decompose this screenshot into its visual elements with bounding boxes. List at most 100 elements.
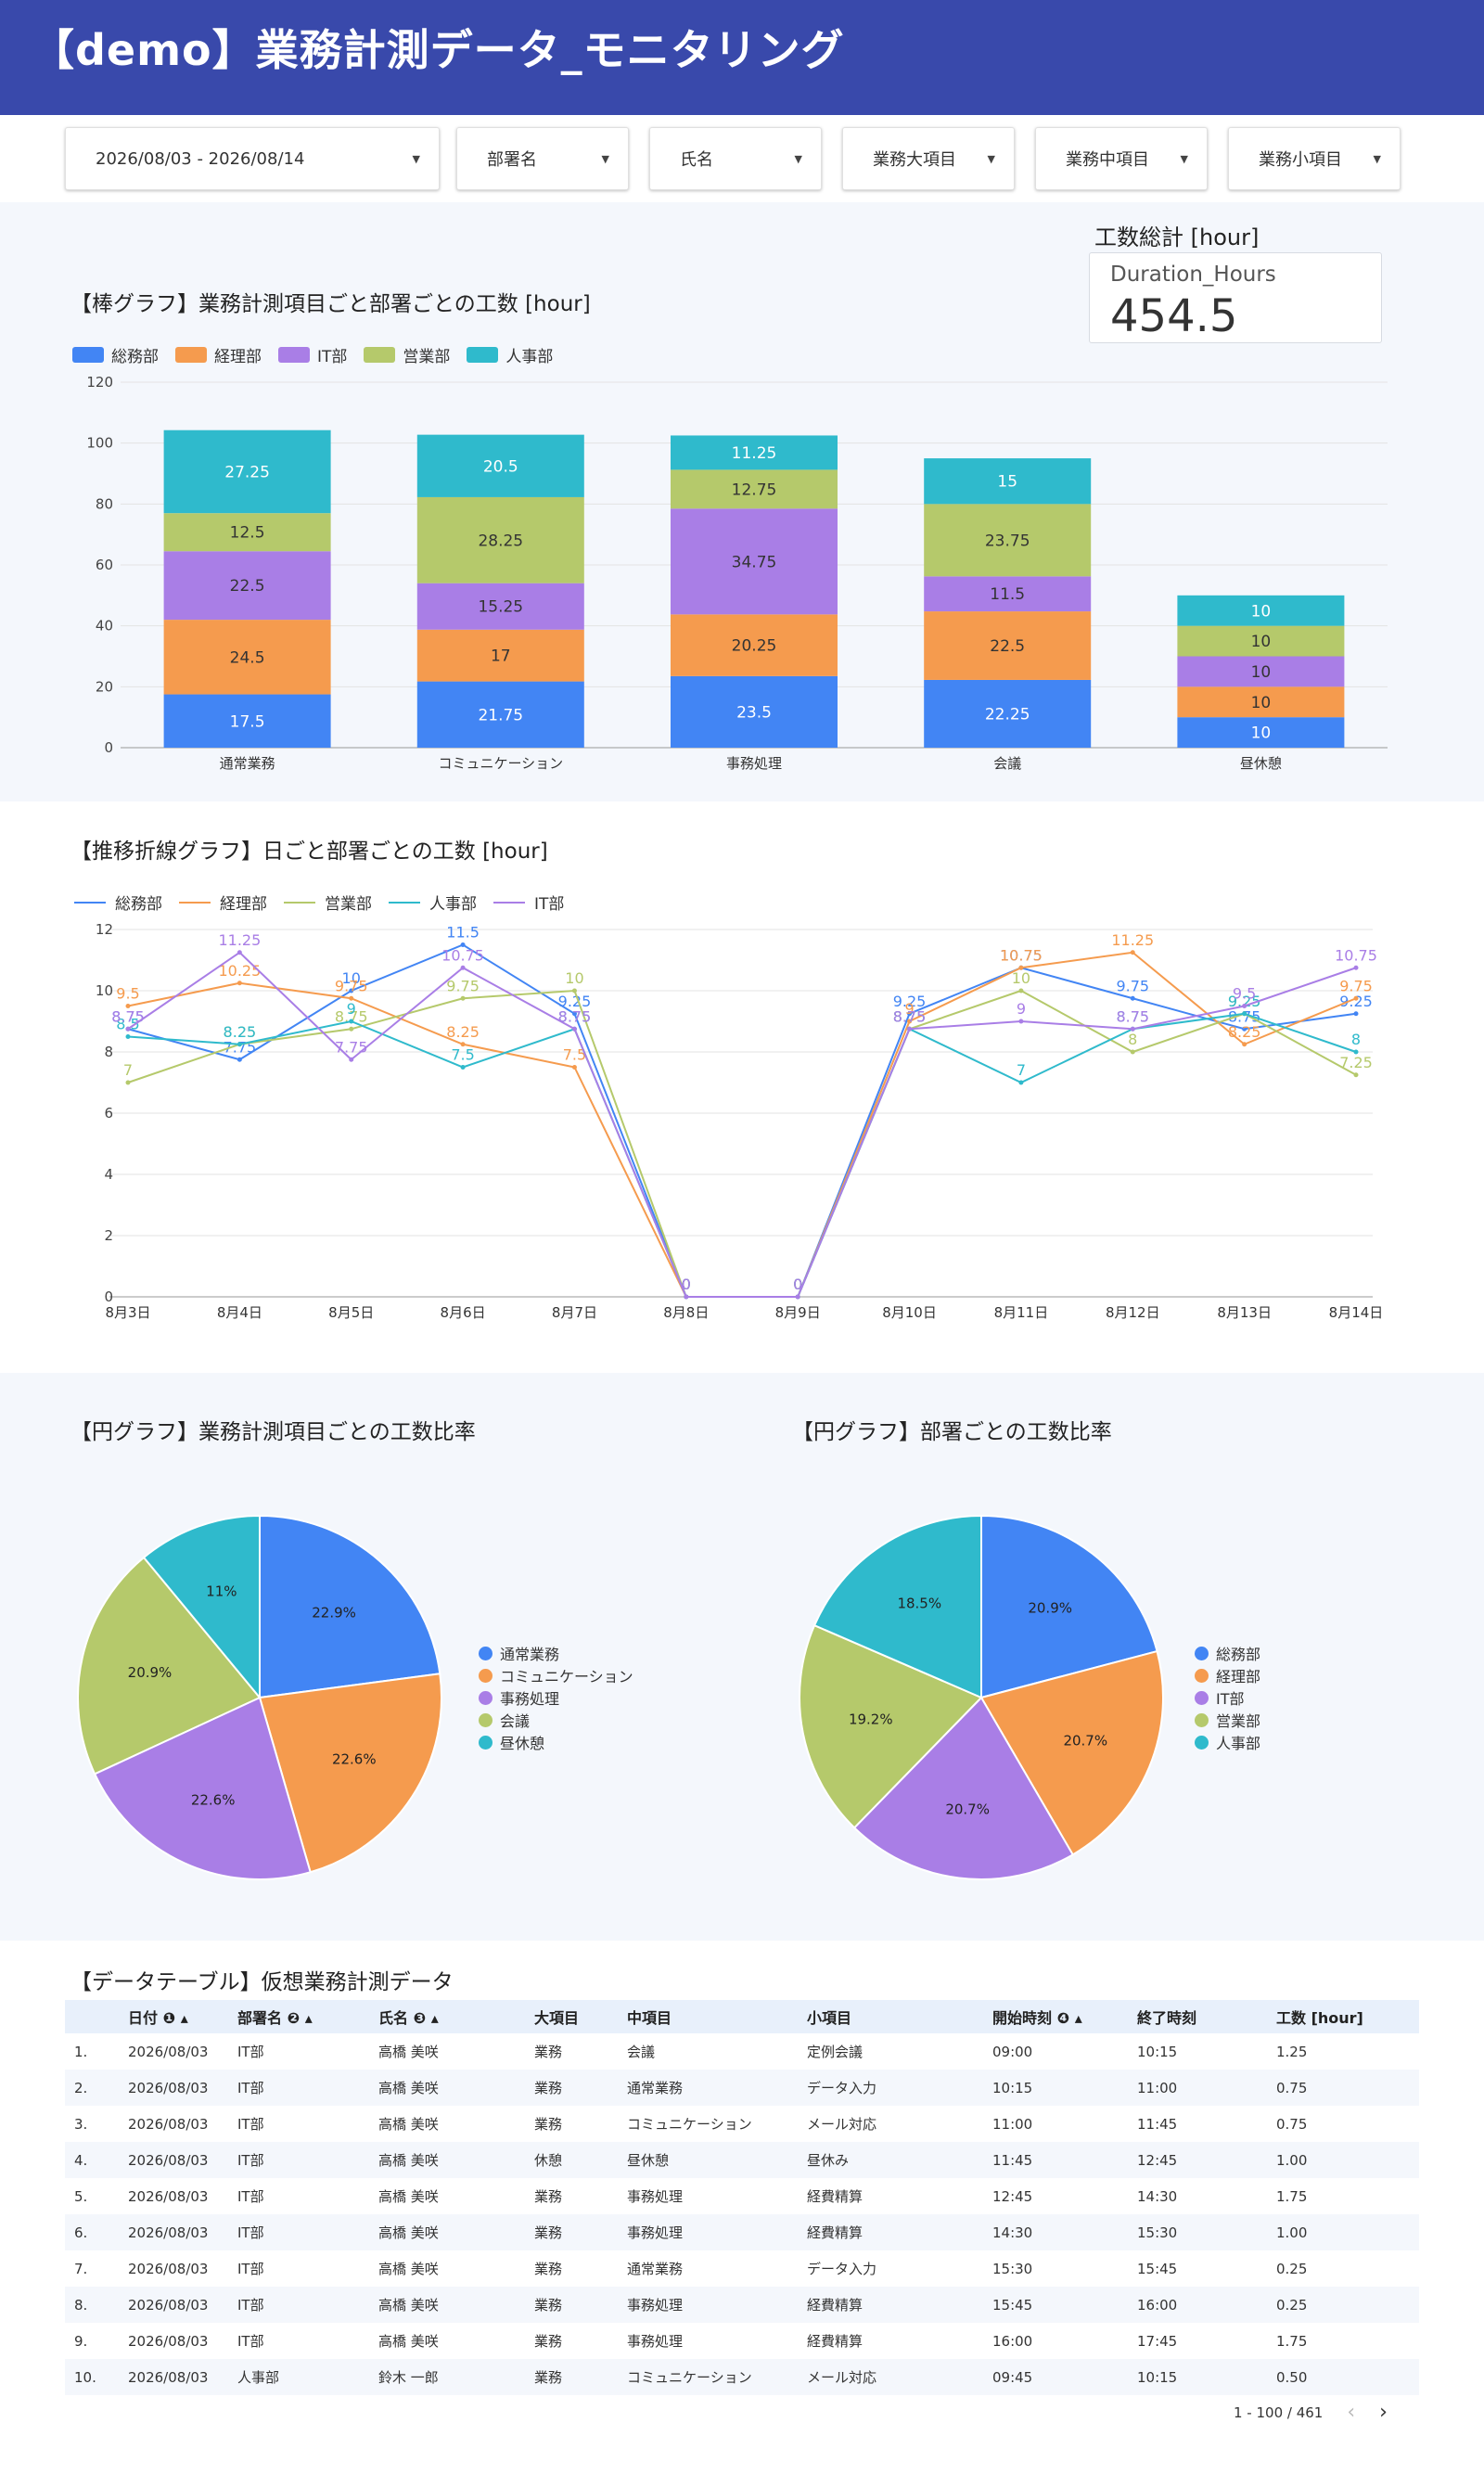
- row-department: IT部: [228, 2142, 369, 2178]
- line-data-label: 8.25: [446, 1023, 480, 1041]
- line-data-label: 10.75: [1335, 946, 1377, 964]
- legend-item[interactable]: 人事部: [389, 891, 477, 914]
- col-header-hours[interactable]: 工数 [hour]: [1267, 2000, 1419, 2033]
- chevron-right-icon[interactable]: ›: [1379, 2401, 1388, 2424]
- kpi-value: 454.5: [1110, 290, 1238, 342]
- row-index: 9.: [74, 2332, 88, 2350]
- legend-item[interactable]: 人事部: [1195, 1731, 1260, 1753]
- legend-item[interactable]: 経理部: [1195, 1664, 1260, 1686]
- date-range-filter[interactable]: 2026/08/03 - 2026/08/14 ▼: [65, 127, 440, 190]
- legend-item[interactable]: 総務部: [74, 891, 162, 914]
- line-data-label: 0: [682, 1275, 691, 1293]
- legend-label: 総務部: [1216, 1646, 1261, 1663]
- caret-down-icon: ▼: [794, 152, 802, 165]
- line-data-label: 10.25: [218, 962, 261, 980]
- line-data-label: 9.75: [335, 977, 368, 994]
- legend-item[interactable]: 総務部: [72, 343, 159, 366]
- line-point: [571, 1011, 577, 1017]
- row-name: 高橋 美咲: [378, 2333, 439, 2350]
- name-filter[interactable]: 氏名 ▼: [649, 127, 822, 190]
- legend-item[interactable]: 総務部: [1195, 1642, 1260, 1664]
- bar-segment: [671, 508, 838, 615]
- legend-item[interactable]: 事務処理: [479, 1686, 633, 1709]
- line-point: [1018, 988, 1024, 993]
- table-row[interactable]: 1. 2026/08/03 IT部 高橋 美咲 業務 会議 定例会議 09:00 10:15 1.…: [65, 2033, 1419, 2070]
- legend-dot: [479, 1690, 493, 1705]
- pie-slice-label: 20.9%: [1028, 1600, 1072, 1617]
- table-row[interactable]: 8. 2026/08/03 IT部 高橋 美咲 業務 事務処理 経費精算 15:45 16:00…: [65, 2287, 1419, 2323]
- table-row[interactable]: 7. 2026/08/03 IT部 高橋 美咲 業務 通常業務 データ入力 15:30 15:4…: [65, 2250, 1419, 2287]
- line-data-label: 8.5: [116, 1016, 139, 1033]
- legend-item[interactable]: 営業部: [364, 343, 450, 366]
- col-header-minor[interactable]: 小項目: [798, 2000, 983, 2033]
- line-data-label: 10: [565, 969, 583, 987]
- legend-item[interactable]: IT部: [493, 891, 564, 914]
- row-start: 15:45: [983, 2287, 1128, 2323]
- col-header-name[interactable]: 氏名 ❸ ▴: [369, 2000, 525, 2033]
- minor-item-filter[interactable]: 業務小項目 ▼: [1228, 127, 1401, 190]
- row-hours: 0.25: [1276, 2260, 1308, 2277]
- line-point: [1353, 1049, 1359, 1055]
- legend-item[interactable]: 営業部: [284, 891, 372, 914]
- col-header-date[interactable]: 日付 ❶ ▴: [119, 2000, 228, 2033]
- row-name: 高橋 美咲: [369, 2142, 525, 2178]
- bar-segment: [163, 429, 331, 514]
- table-row[interactable]: 3. 2026/08/03 IT部 高橋 美咲 業務 コミュニケーション メール対応 11:0…: [65, 2106, 1419, 2142]
- line-data-label: 0: [682, 1275, 691, 1293]
- chevron-left-icon[interactable]: ‹: [1347, 2401, 1356, 2424]
- legend-item[interactable]: 会議: [479, 1709, 633, 1731]
- line-chart-legend: 総務部 経理部 営業部 人事部 IT部: [74, 891, 581, 914]
- line-data-label: 0: [682, 1275, 691, 1293]
- department-filter[interactable]: 部署名 ▼: [456, 127, 629, 190]
- table-row[interactable]: 6. 2026/08/03 IT部 高橋 美咲 業務 事務処理 経費精算 14:30 15:30…: [65, 2214, 1419, 2250]
- line-point: [907, 1019, 913, 1024]
- row-date: 2026/08/03: [128, 2260, 209, 2277]
- row-minor: 経費精算: [807, 2333, 864, 2350]
- col-header-start[interactable]: 開始時刻 ❹ ▴: [983, 2000, 1128, 2033]
- table-row[interactable]: 4. 2026/08/03 IT部 高橋 美咲 休憩 昼休憩 昼休み 11:45 12:45 1.…: [65, 2142, 1419, 2178]
- table-row[interactable]: 10. 2026/08/03 人事部 鈴木 一郎 業務 コミュニケーション メール対応 09:…: [65, 2359, 1419, 2395]
- line-data-label: 7.75: [224, 1038, 257, 1056]
- bar-segment: [416, 496, 584, 583]
- table-row[interactable]: 9. 2026/08/03 IT部 高橋 美咲 業務 事務処理 経費精算 16:00 17:45…: [65, 2323, 1419, 2359]
- table-row[interactable]: 5. 2026/08/03 IT部 高橋 美咲 業務 事務処理 経費精算 12:45 14:30…: [65, 2178, 1419, 2214]
- legend-item[interactable]: 人事部: [467, 343, 553, 366]
- middle-item-filter[interactable]: 業務中項目 ▼: [1035, 127, 1208, 190]
- legend-item[interactable]: IT部: [278, 343, 347, 366]
- table-row[interactable]: 2. 2026/08/03 IT部 高橋 美咲 業務 通常業務 データ入力 10:15 11:0…: [65, 2070, 1419, 2106]
- col-header-department[interactable]: 部署名 ❷ ▴: [228, 2000, 369, 2033]
- legend-item[interactable]: 通常業務: [479, 1642, 633, 1664]
- row-start: 14:30: [983, 2214, 1128, 2250]
- y-tick-label: 40: [96, 618, 113, 635]
- legend-label: 会議: [500, 1712, 531, 1730]
- x-tick-label: 8月13日: [1217, 1304, 1272, 1321]
- legend-item[interactable]: 経理部: [179, 891, 267, 914]
- major-item-filter[interactable]: 業務大項目 ▼: [842, 127, 1015, 190]
- bar-data-label: 22.25: [985, 705, 1030, 724]
- legend-item[interactable]: コミュニケーション: [479, 1664, 633, 1686]
- page-title: 【demo】業務計測データ_モニタリング: [32, 25, 845, 75]
- legend-item[interactable]: IT部: [1195, 1686, 1260, 1709]
- row-name: 高橋 美咲: [378, 2044, 439, 2060]
- bar-data-label: 17.5: [230, 712, 265, 731]
- row-date: 2026/08/03: [119, 2359, 228, 2395]
- minor-item-filter-label: 業務小項目: [1259, 150, 1342, 170]
- row-minor: データ入力: [798, 2070, 983, 2106]
- line-point: [349, 1057, 354, 1062]
- line-data-label: 11.25: [1111, 931, 1154, 949]
- caret-down-icon: ▼: [1373, 152, 1381, 165]
- legend-item[interactable]: 昼休憩: [479, 1731, 633, 1753]
- x-tick-label: 事務処理: [726, 755, 782, 772]
- legend-item[interactable]: 経理部: [175, 343, 262, 366]
- row-hours: 1.00: [1267, 2142, 1419, 2178]
- row-major: 業務: [525, 2070, 618, 2106]
- line-point: [1018, 1019, 1024, 1024]
- date-range-label: 2026/08/03 - 2026/08/14: [96, 148, 305, 169]
- row-minor: 定例会議: [807, 2044, 864, 2060]
- col-header-middle[interactable]: 中項目: [618, 2000, 798, 2033]
- legend-dot: [1195, 1690, 1209, 1705]
- legend-item[interactable]: 営業部: [1195, 1709, 1260, 1731]
- col-header-end[interactable]: 終了時刻: [1128, 2000, 1267, 2033]
- line-point: [907, 1026, 913, 1032]
- col-header-major[interactable]: 大項目: [525, 2000, 618, 2033]
